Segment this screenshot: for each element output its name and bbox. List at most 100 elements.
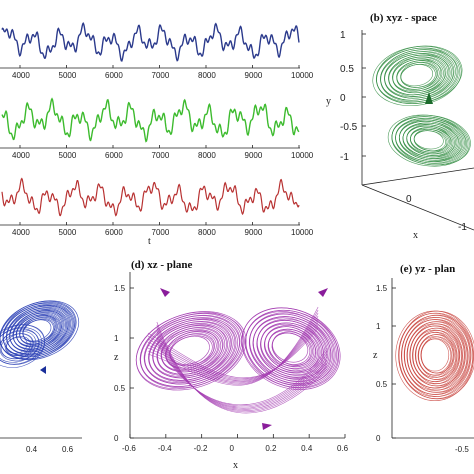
- x-tick-label: 5000: [59, 228, 77, 237]
- attractor-strand: [156, 324, 328, 413]
- x-tick-label: 10000: [291, 71, 314, 80]
- attractor-loop: [135, 311, 247, 391]
- panel-xyz-space: (b) xyz - space 1 0.5 0 -0.5 -1 y x 0 -1: [326, 12, 474, 241]
- x-tick-label: 9000: [245, 71, 263, 80]
- x-tick-label: -0.2: [194, 444, 208, 453]
- attractor-loop: [0, 333, 34, 359]
- x-tick-label: 5000: [59, 151, 77, 160]
- x-tick-label: 7000: [152, 228, 170, 237]
- xyz-xtick-0: 0: [406, 194, 412, 205]
- y-tick-label: 0.5: [340, 64, 354, 75]
- attractor-strand: [156, 327, 328, 411]
- attractor-loop: [0, 324, 45, 365]
- x-tick-label: 0.6: [337, 444, 349, 453]
- xz-title: (d) xz - plane: [131, 259, 193, 271]
- x-tick-label: 7000: [152, 71, 170, 80]
- attractor-strand: [147, 306, 319, 386]
- y-tick-label: 1: [114, 334, 119, 343]
- panel-ts-z: 4000 5000 6000 7000 8000 9000 10000 t: [0, 177, 314, 247]
- xyz-title: (b) xyz - space: [370, 12, 437, 24]
- xy-attractor-curve: [0, 300, 80, 368]
- y-tick-label: 1.5: [376, 284, 388, 293]
- x-tick-label: 6000: [105, 71, 123, 80]
- x-tick-label: 6000: [105, 151, 123, 160]
- attractor-strand: [147, 309, 319, 385]
- attractor-loop: [0, 327, 43, 365]
- xy-direction-arrow: [40, 366, 46, 374]
- xy-xtick-0: 0.4: [26, 445, 38, 454]
- attractor-strand: [147, 327, 319, 379]
- x-tick-label: 10000: [291, 228, 314, 237]
- attractor-strand: [156, 342, 328, 406]
- y-tick-label: 0.5: [376, 380, 388, 389]
- attractor-loop: [5, 335, 31, 356]
- x-tick-label: -0.6: [122, 444, 136, 453]
- attractor-loop: [387, 114, 470, 167]
- x-tick-label: 8000: [198, 71, 216, 80]
- x-tick-label: 0: [230, 444, 235, 453]
- attractor-loop: [0, 328, 39, 363]
- panel-yz-plane: (e) yz - plan 1.5 1 0.5 0 z -0.5: [373, 263, 474, 454]
- y-tick-label: 1: [340, 30, 346, 41]
- y-tick-label: 0: [376, 434, 381, 443]
- y-tick-label: 0: [340, 93, 346, 104]
- xz-xlabel: x: [233, 460, 238, 471]
- attractor-strand: [147, 318, 319, 382]
- y-tick-label: -0.5: [340, 122, 358, 133]
- attractor-strand: [156, 336, 328, 408]
- attractor-strand: [156, 330, 328, 410]
- y-tick-label: 0: [114, 434, 119, 443]
- x-tick-label: 9000: [245, 151, 263, 160]
- attractor-strand: [156, 333, 328, 409]
- xz-arrow-left: [160, 288, 170, 297]
- panel-xy-plane: 0.4 0.6: [0, 300, 82, 454]
- yz-ylabel: z: [373, 350, 378, 361]
- panel-ts-x: 4000 5000 6000 7000 8000 9000 10000: [0, 22, 314, 80]
- attractor-strand: [147, 315, 319, 383]
- x-tick-label: 5000: [59, 71, 77, 80]
- xz-ylabel: z: [114, 352, 119, 363]
- series-line-x: [1, 22, 300, 62]
- x-tick-label: -0.4: [158, 444, 172, 453]
- ts-z-xlabel: t: [148, 236, 151, 247]
- y-tick-label: 1.5: [114, 284, 126, 293]
- x-tick-label: 9000: [245, 228, 263, 237]
- attractor-loop: [4, 333, 34, 356]
- attractor-strand: [147, 324, 319, 380]
- xz-arrow-bottom: [262, 423, 272, 430]
- attractor-loop: [0, 330, 37, 360]
- series-line-y: [1, 97, 300, 143]
- x-tick-label: 0.4: [301, 444, 313, 453]
- xyz-attractor-curve: [372, 45, 471, 167]
- x-tick-label: 8000: [198, 151, 216, 160]
- yz-xtick-0: -0.5: [455, 445, 469, 454]
- xz-attractor-curve: [135, 306, 341, 414]
- x-tick-label: 4000: [12, 71, 30, 80]
- xyz-ylabel: y: [326, 96, 331, 107]
- x-tick-label: 8000: [198, 228, 216, 237]
- series-line-z: [1, 177, 300, 217]
- attractor-loop: [0, 324, 45, 368]
- x-tick-label: 4000: [12, 151, 30, 160]
- attractor-strand: [147, 321, 319, 381]
- attractor-loop: [6, 337, 28, 354]
- x-tick-label: 6000: [105, 228, 123, 237]
- x-tick-label: 0.2: [265, 444, 277, 453]
- x-tick-label: 4000: [12, 228, 30, 237]
- y-tick-label: 0.5: [114, 384, 126, 393]
- y-tick-label: 1: [376, 322, 381, 331]
- x-tick-label: 10000: [291, 151, 314, 160]
- attractor-loop: [372, 46, 462, 106]
- panel-xz-plane: (d) xz - plane -0.6 -0.4 -0.2 0 0.2 0.4 0.6 1.5…: [114, 259, 349, 471]
- panel-ts-y: 4000 5000 6000 7000 8000 9000 10000: [0, 97, 314, 160]
- yz-title: (e) yz - plan: [400, 263, 455, 275]
- attractor-loop: [241, 307, 341, 390]
- attractor-loop: [391, 116, 469, 166]
- xz-arrow-right: [318, 288, 328, 297]
- attractor-strand: [156, 339, 328, 407]
- xyz-xlabel: x: [413, 230, 418, 241]
- y-tick-label: -1: [340, 152, 349, 163]
- attractor-loop: [0, 329, 40, 362]
- yz-attractor-curve: [395, 310, 474, 401]
